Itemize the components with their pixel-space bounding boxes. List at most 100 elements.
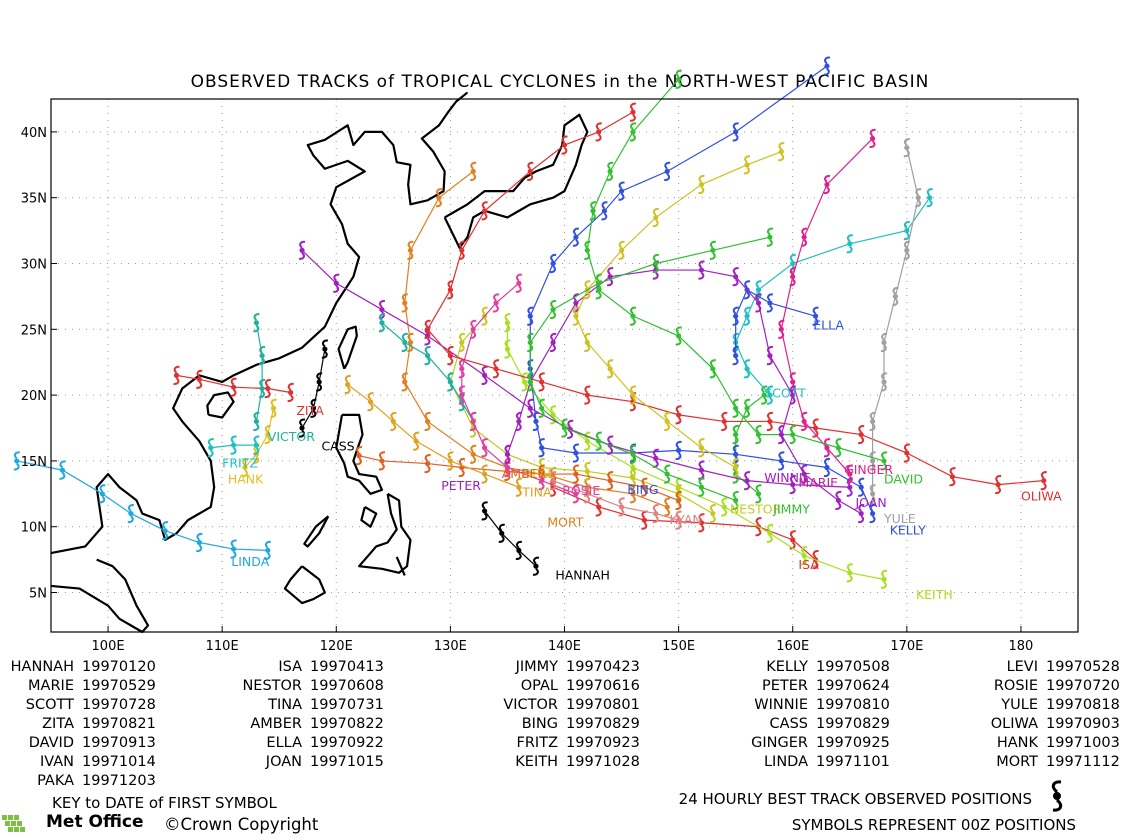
cyclone-position-icon xyxy=(390,411,397,431)
cyclone-position-icon xyxy=(470,411,477,431)
cyclone-position-icon xyxy=(538,438,545,458)
legend-storm-date: 19970801 xyxy=(566,697,640,713)
cyclone-position-icon xyxy=(515,477,522,497)
cyclone-position-icon xyxy=(743,398,751,418)
cyclone-position-icon xyxy=(607,359,614,379)
cyclone-position-icon xyxy=(527,372,534,392)
storm-label-amber: AMBER xyxy=(502,466,547,481)
legend-storm-name: ZITA xyxy=(42,716,74,732)
cyclone-position-icon xyxy=(801,546,808,566)
cyclone-position-icon xyxy=(755,293,762,313)
cyclone-position-icon xyxy=(572,306,580,326)
cyclone-position-icon xyxy=(584,484,591,504)
legend-storm-name: BING xyxy=(521,716,558,732)
cyclone-position-icon xyxy=(595,497,602,517)
cyclone-position-icon xyxy=(492,293,500,313)
copyright-text: ©Crown Copyright xyxy=(164,815,319,834)
cyclone-position-icon xyxy=(789,425,796,445)
lon-tick-label: 110E xyxy=(206,639,239,654)
cyclone-position-icon xyxy=(321,339,328,359)
legend-storm-date: 19970720 xyxy=(1046,678,1120,694)
cyclone-position-icon xyxy=(532,556,540,576)
cyclone-position-icon xyxy=(458,240,465,260)
legend-storm-date: 19970624 xyxy=(816,678,890,694)
lat-tick-label: 20N xyxy=(21,389,47,404)
cyclone-position-icon xyxy=(778,451,785,471)
legend-storm-name: GINGER xyxy=(751,735,808,751)
storm-track-line xyxy=(461,282,577,495)
legend-storm-date: 19971203 xyxy=(82,773,156,789)
storm-track-line xyxy=(426,111,1044,486)
legend-storm-date: 19970923 xyxy=(566,735,640,751)
legend-storm-name: WINNIE xyxy=(754,697,808,713)
storm-label-rosie: ROSIE xyxy=(562,483,600,498)
legend-entry: YULE 19970818 xyxy=(922,697,1120,713)
storm-label-isa: ISA xyxy=(798,557,819,572)
storm-track-line xyxy=(244,408,275,468)
legend-entry: ZITA 19970821 xyxy=(0,716,156,732)
lon-tick-label: 170E xyxy=(890,639,923,654)
cyclone-position-icon xyxy=(549,300,557,320)
legend-storm-name: CASS xyxy=(769,716,808,732)
legend-storm-date: 19971015 xyxy=(310,754,384,770)
legend-entry: OLIWA 19970903 xyxy=(922,716,1120,732)
cyclone-position-icon xyxy=(675,440,682,460)
legend-storm-date: 19971112 xyxy=(1046,754,1120,770)
legend-storm-date: 19970528 xyxy=(1046,659,1120,675)
cyclone-position-icon xyxy=(241,457,249,478)
legend-storm-name: HANK xyxy=(996,735,1038,751)
cyclone-position-icon xyxy=(629,385,637,405)
storm-track-line xyxy=(780,138,874,475)
cyclone-position-icon xyxy=(447,451,454,471)
cyclone-position-icon xyxy=(549,471,557,491)
cyclone-position-icon xyxy=(481,464,488,484)
storm-track-line xyxy=(301,348,326,429)
cyclone-position-icon xyxy=(721,411,728,431)
storm-label-scott: SCOTT xyxy=(764,386,806,401)
cyclone-position-icon xyxy=(59,460,66,480)
cyclone-position-icon xyxy=(732,346,739,366)
cyclone-position-icon xyxy=(253,411,260,431)
legend-storm-date: 19971014 xyxy=(82,754,156,770)
legend-storm-name: DAVID xyxy=(28,735,74,751)
cyclone-position-icon xyxy=(652,207,659,227)
legend-entry: FRITZ 19970923 xyxy=(442,735,640,751)
cyclone-position-icon xyxy=(538,372,545,392)
cyclone-position-icon xyxy=(994,475,1002,495)
cyclone-position-icon xyxy=(846,563,853,583)
axis-tick-labels: 100E 110E 120E 130E 140E 150E 160E 170E 180 5N 10N… xyxy=(21,126,1034,654)
legend-entry: IVAN 19971014 xyxy=(0,754,156,770)
cyclone-position-icon xyxy=(504,457,511,478)
cyclone-position-icon xyxy=(230,435,237,455)
cyclone-position-icon xyxy=(869,128,876,149)
coastline xyxy=(443,113,589,249)
cyclone-position-icon xyxy=(378,451,386,471)
cyclone-position-icon xyxy=(641,477,648,497)
cyclone-position-icon xyxy=(595,431,602,451)
cyclone-position-icon xyxy=(447,372,454,392)
cyclone-position-icon xyxy=(401,293,408,313)
cyclone-position-icon xyxy=(835,490,842,510)
storm-label-hank: HANK xyxy=(228,471,264,486)
cyclone-position-icon xyxy=(572,484,580,504)
cyclone-position-icon xyxy=(915,188,922,208)
cyclone-position-icon xyxy=(253,313,260,333)
legend-storm-name: JOAN xyxy=(265,754,302,770)
cyclone-position-icon xyxy=(789,385,796,405)
cyclone-position-icon xyxy=(572,443,580,463)
storm-label-winnie: WINNIE xyxy=(764,470,810,485)
cyclone-position-icon xyxy=(823,438,831,458)
cyclone-position-icon xyxy=(584,461,591,481)
legend-storm-date: 19970829 xyxy=(816,716,890,732)
legend-storm-name: OPAL xyxy=(520,678,558,694)
legend-entry: PAKA 19971203 xyxy=(0,773,156,789)
cyclone-position-icon xyxy=(447,280,454,300)
legend-storm-name: MARIE xyxy=(28,678,74,694)
storm-label-kyan: KYAN xyxy=(669,512,701,527)
cyclone-position-icon xyxy=(572,227,580,247)
cyclone-position-icon xyxy=(858,425,865,445)
cyclone-position-icon xyxy=(378,313,386,333)
storm-label-kelly: KELLY xyxy=(890,523,926,538)
